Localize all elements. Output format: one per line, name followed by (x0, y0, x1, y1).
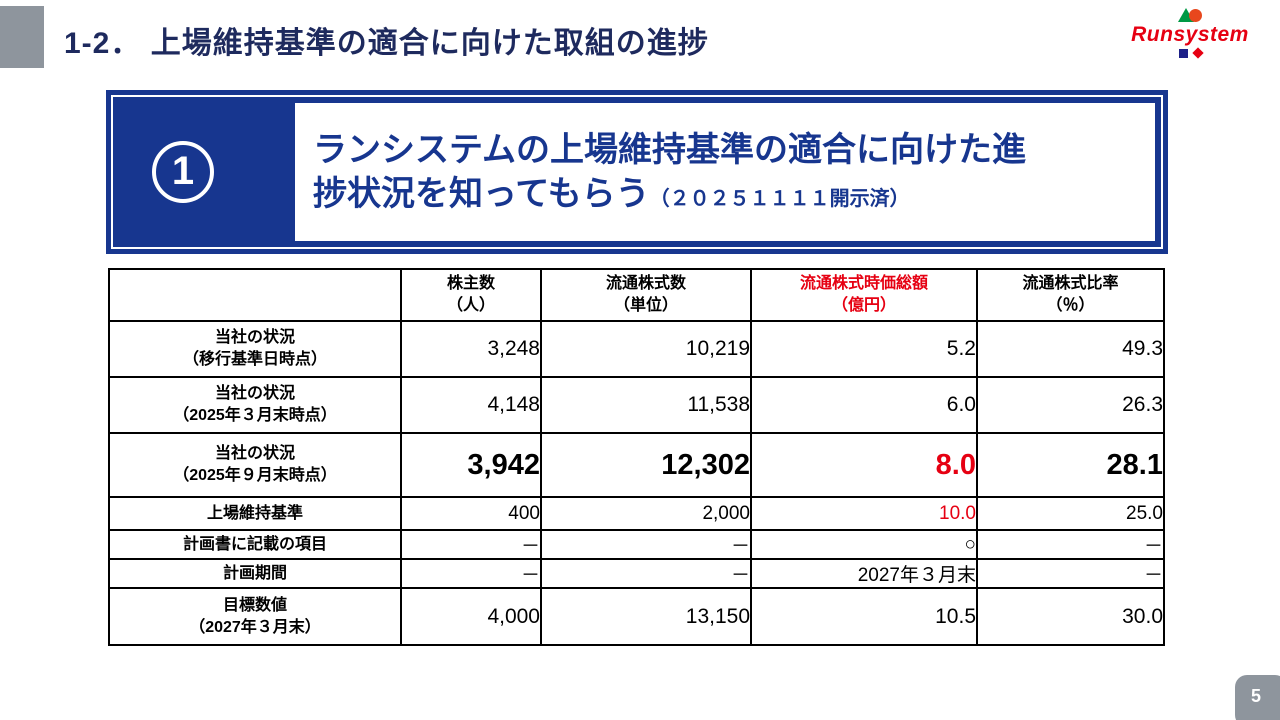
page-number: 5 (1250, 685, 1261, 706)
table-cell: － (400, 529, 542, 560)
table-header-row: 株主数 （人） 流通株式数 （単位） 流通株式時価総額 （億円） 流通株式比率 … (108, 268, 1165, 322)
row-label: 当社の状況 （移行基準日時点） (108, 320, 402, 378)
page-number-badge: 5 (1235, 675, 1280, 720)
table-cell: 12,302 (540, 432, 752, 498)
listing-criteria-table: 株主数 （人） 流通株式数 （単位） 流通株式時価総額 （億円） 流通株式比率 … (108, 268, 1165, 646)
row-label: 当社の状況 （2025年３月末時点） (108, 376, 402, 434)
row-label: 計画書に記載の項目 (108, 529, 402, 560)
table-cell: ○ (750, 529, 978, 560)
logo-shapes (1118, 6, 1262, 22)
table-cell: － (400, 558, 542, 589)
banner-text-box: ランシステムの上場維持基準の適合に向けた進捗状況を知ってもらう（２０２５１１１１… (295, 103, 1155, 241)
table-cell: 4,000 (400, 587, 542, 646)
page-title: 1-2． 上場維持基準の適合に向けた取組の進捗 (64, 27, 709, 60)
logo-circle-icon (1189, 9, 1202, 22)
table-cell: 11,538 (540, 376, 752, 434)
table-cell: 3,248 (400, 320, 542, 378)
banner-heading: ランシステムの上場維持基準の適合に向けた進捗状況を知ってもらう（２０２５１１１１… (295, 128, 1055, 216)
banner-heading-text: ランシステムの上場維持基準の適合に向けた進捗状況を知ってもらう (313, 130, 1026, 213)
row-label: 当社の状況 （2025年９月末時点） (108, 432, 402, 498)
table-row: 計画期間 － － 2027年３月末 － (108, 558, 1165, 589)
table-cell: － (540, 529, 752, 560)
logo-text: Runsystem (1131, 23, 1249, 46)
highlight-banner: 1 ランシステムの上場維持基準の適合に向けた進捗状況を知ってもらう（２０２５１１… (106, 90, 1168, 254)
table-row: 計画書に記載の項目 － － ○ － (108, 529, 1165, 560)
table-row: 当社の状況 （移行基準日時点） 3,248 10,219 5.2 49.3 (108, 320, 1165, 378)
table-cell: － (540, 558, 752, 589)
table-cell: 10.5 (750, 587, 978, 646)
table-cell: 400 (400, 496, 542, 531)
table-cell: 13,150 (540, 587, 752, 646)
table-row: 上場維持基準 400 2,000 10.0 25.0 (108, 496, 1165, 531)
column-header-tradable-ratio: 流通株式比率 （％） (976, 268, 1165, 322)
table-cell: 26.3 (976, 376, 1165, 434)
column-header-shareholders: 株主数 （人） (400, 268, 542, 322)
header-accent-bar (0, 6, 44, 68)
table-row: 当社の状況 （2025年９月末時点） 3,942 12,302 8.0 28.1 (108, 432, 1165, 498)
runsystem-logo: Runsystem (1118, 6, 1262, 59)
logo-square-icon (1178, 48, 1188, 58)
item-number: 1 (171, 148, 195, 193)
banner-inner-border: 1 ランシステムの上場維持基準の適合に向けた進捗状況を知ってもらう（２０２５１１… (111, 95, 1163, 249)
table-cell: 25.0 (976, 496, 1165, 531)
table-row: 目標数値 （2027年３月末） 4,000 13,150 10.5 30.0 (108, 587, 1165, 646)
corner-cell (108, 268, 402, 322)
table-cell: 49.3 (976, 320, 1165, 378)
table-cell: 30.0 (976, 587, 1165, 646)
table-cell: 2027年３月末 (750, 558, 978, 589)
table-cell: 5.2 (750, 320, 978, 378)
table-cell: － (976, 558, 1165, 589)
table-cell: 6.0 (750, 376, 978, 434)
table-cell: 10.0 (750, 496, 978, 531)
table-cell: 2,000 (540, 496, 752, 531)
logo-sub-shapes (1118, 47, 1262, 59)
table-cell: 10,219 (540, 320, 752, 378)
table-cell: 3,942 (400, 432, 542, 498)
row-label: 目標数値 （2027年３月末） (108, 587, 402, 646)
row-label: 計画期間 (108, 558, 402, 589)
row-label: 上場維持基準 (108, 496, 402, 531)
column-header-tradable-shares: 流通株式数 （単位） (540, 268, 752, 322)
banner-note: （２０２５１１１１開示済） (649, 188, 910, 210)
table-cell: 4,148 (400, 376, 542, 434)
table-row: 当社の状況 （2025年３月末時点） 4,148 11,538 6.0 26.3 (108, 376, 1165, 434)
table-cell: 8.0 (750, 432, 978, 498)
column-header-market-cap: 流通株式時価総額 （億円） (750, 268, 978, 322)
item-number-badge: 1 (152, 141, 214, 203)
table-cell: 28.1 (976, 432, 1165, 498)
logo-diamond-icon (1191, 47, 1204, 59)
table-cell: － (976, 529, 1165, 560)
